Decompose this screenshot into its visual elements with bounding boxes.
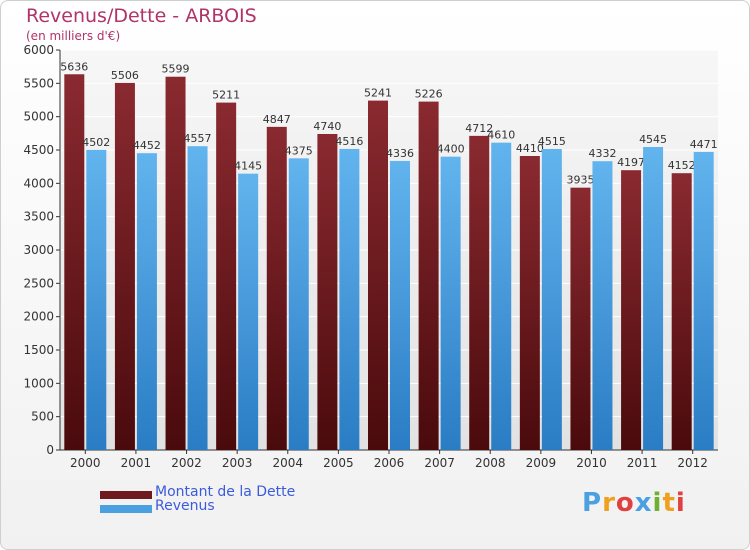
logo-letter: P xyxy=(582,488,603,518)
y-tick-label: 3000 xyxy=(23,243,54,257)
bar-revenus xyxy=(491,142,512,450)
bar-revenus xyxy=(643,147,664,450)
data-label-dette: 4152 xyxy=(668,159,696,172)
x-tick-label: 2000 xyxy=(70,456,101,470)
data-label-revenus: 4502 xyxy=(82,136,110,149)
y-tick-label: 2500 xyxy=(23,276,54,290)
y-tick-label: 4500 xyxy=(23,143,54,157)
bar-revenus xyxy=(288,158,309,451)
bar-revenus xyxy=(390,160,410,450)
legend-swatch-dette xyxy=(100,491,152,499)
x-tick-label: 2005 xyxy=(323,456,354,470)
legend-swatch-revenus xyxy=(100,505,152,513)
y-tick-label: 4000 xyxy=(23,176,54,190)
data-label-dette: 5636 xyxy=(60,60,88,73)
bar-dette xyxy=(114,82,135,450)
bar-dette xyxy=(266,126,287,450)
data-label-dette: 5506 xyxy=(111,69,139,82)
data-label-revenus: 4336 xyxy=(386,147,414,160)
data-label-dette: 4197 xyxy=(617,156,645,169)
data-label-revenus: 4515 xyxy=(538,135,566,148)
data-label-revenus: 4557 xyxy=(184,132,212,145)
x-tick-label: 2010 xyxy=(576,456,607,470)
data-label-revenus: 4145 xyxy=(234,160,262,173)
y-tick-label: 0 xyxy=(46,443,54,457)
data-label-dette: 5226 xyxy=(415,88,443,101)
logo-letter: x xyxy=(634,488,653,518)
bar-revenus xyxy=(238,173,259,450)
y-tick-label: 2000 xyxy=(23,310,54,324)
legend-label-revenus: Revenus xyxy=(155,498,215,514)
x-tick-label: 2006 xyxy=(374,456,405,470)
bar-revenus xyxy=(541,149,562,450)
bar-revenus xyxy=(693,151,714,450)
x-tick-label: 2009 xyxy=(526,456,557,470)
y-tick-label: 5000 xyxy=(23,110,54,124)
data-label-dette: 3935 xyxy=(566,174,594,187)
bar-dette xyxy=(469,135,490,450)
x-tick-label: 2001 xyxy=(121,456,152,470)
bar-dette xyxy=(621,170,642,450)
bar-dette xyxy=(165,76,186,450)
data-label-revenus: 4610 xyxy=(487,129,515,142)
x-tick-label: 2002 xyxy=(171,456,202,470)
bar-dette xyxy=(216,102,237,450)
x-tick-label: 2003 xyxy=(222,456,253,470)
y-tick-label: 1000 xyxy=(23,376,54,390)
data-label-dette: 5599 xyxy=(162,63,190,76)
y-tick-label: 5500 xyxy=(23,76,54,90)
data-label-dette: 4740 xyxy=(313,120,341,133)
bar-dette xyxy=(64,74,85,451)
bar-dette xyxy=(570,187,591,450)
legend-label-dette: Montant de la Dette xyxy=(155,484,296,500)
bar-revenus xyxy=(440,156,461,450)
logo-letter: i xyxy=(675,488,686,518)
data-label-revenus: 4452 xyxy=(133,139,161,152)
data-label-revenus: 4516 xyxy=(335,135,363,148)
bar-dette xyxy=(519,156,540,450)
bar-dette xyxy=(671,173,692,450)
data-label-dette: 4410 xyxy=(516,142,544,155)
data-label-revenus: 4545 xyxy=(639,133,667,146)
data-label-dette: 5211 xyxy=(212,89,240,102)
y-tick-label: 500 xyxy=(31,410,54,424)
bar-revenus xyxy=(136,153,157,450)
data-label-dette: 4712 xyxy=(465,122,493,135)
x-tick-label: 2007 xyxy=(424,456,455,470)
bar-revenus xyxy=(187,146,208,450)
data-label-revenus: 4471 xyxy=(690,138,718,151)
data-label-revenus: 4400 xyxy=(437,143,465,156)
bar-dette xyxy=(418,101,439,450)
y-tick-label: 3500 xyxy=(23,210,54,224)
x-tick-label: 2011 xyxy=(627,456,658,470)
chart-unit-label: (en milliers d'€) xyxy=(26,29,121,43)
data-label-dette: 5241 xyxy=(364,87,392,100)
x-tick-label: 2012 xyxy=(677,456,708,470)
bar-revenus xyxy=(592,161,613,450)
logo-letter: r xyxy=(602,488,616,518)
x-tick-label: 2008 xyxy=(475,456,506,470)
x-tick-label: 2004 xyxy=(272,456,303,470)
logo-letter: i xyxy=(652,488,663,518)
chart-title: Revenus/Dette - ARBOIS xyxy=(26,5,257,27)
bar-dette xyxy=(317,134,338,450)
bar-revenus xyxy=(339,148,360,450)
y-tick-label: 1500 xyxy=(23,343,54,357)
data-label-revenus: 4332 xyxy=(588,147,616,160)
data-label-dette: 4847 xyxy=(263,113,291,126)
bar-revenus xyxy=(86,149,107,450)
y-tick-label: 6000 xyxy=(23,43,54,57)
logo-letter: o xyxy=(615,488,635,518)
bar-dette xyxy=(368,100,388,450)
logo-letter: t xyxy=(662,488,676,518)
proxiti-logo: Proxiti xyxy=(582,488,686,518)
data-label-revenus: 4375 xyxy=(285,144,313,157)
